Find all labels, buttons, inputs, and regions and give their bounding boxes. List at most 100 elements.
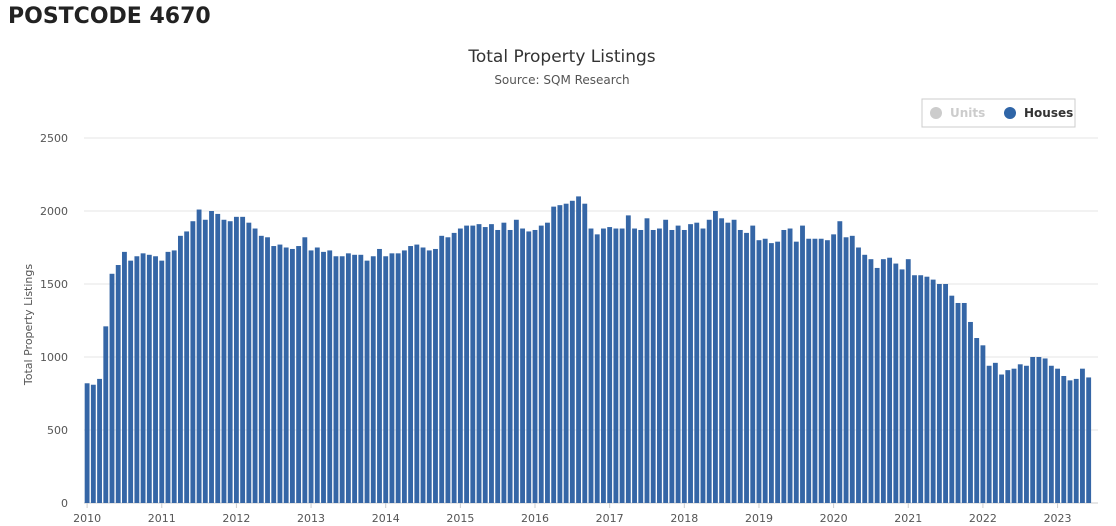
bar[interactable] <box>675 225 681 503</box>
legend-item-units[interactable]: Units <box>930 106 985 120</box>
bar[interactable] <box>140 253 146 503</box>
bar[interactable] <box>999 374 1004 503</box>
bar[interactable] <box>787 228 793 503</box>
bar[interactable] <box>576 196 581 503</box>
bar[interactable] <box>395 253 401 503</box>
bar[interactable] <box>607 227 613 503</box>
bar[interactable] <box>464 225 470 503</box>
bar[interactable] <box>377 248 382 503</box>
bar[interactable] <box>227 221 233 503</box>
bar[interactable] <box>146 254 152 503</box>
bar[interactable] <box>1073 378 1079 503</box>
bar[interactable] <box>849 235 855 503</box>
bar[interactable] <box>327 250 333 503</box>
bar[interactable] <box>781 229 787 504</box>
bar[interactable] <box>90 384 96 503</box>
bar[interactable] <box>103 326 109 503</box>
bar[interactable] <box>178 235 183 503</box>
bar[interactable] <box>283 247 289 504</box>
bar[interactable] <box>557 205 563 503</box>
bar[interactable] <box>551 206 557 503</box>
bar[interactable] <box>258 235 264 503</box>
bar[interactable] <box>159 260 165 503</box>
bar[interactable] <box>812 238 818 504</box>
bar[interactable] <box>321 251 326 503</box>
bar[interactable] <box>383 256 389 503</box>
bar[interactable] <box>215 213 221 504</box>
bar[interactable] <box>445 237 451 503</box>
bar[interactable] <box>370 256 376 503</box>
bar[interactable] <box>221 219 227 503</box>
bar[interactable] <box>899 269 905 503</box>
bar[interactable] <box>408 246 414 504</box>
bar[interactable] <box>233 216 239 503</box>
bar[interactable] <box>333 256 339 503</box>
bar[interactable] <box>719 218 725 504</box>
bar[interactable] <box>289 248 295 503</box>
bar[interactable] <box>433 248 438 503</box>
bar[interactable] <box>507 229 513 504</box>
bar-series-houses[interactable] <box>84 196 1092 504</box>
bar[interactable] <box>601 228 606 503</box>
bar[interactable] <box>439 235 445 503</box>
legend-item-houses[interactable]: Houses <box>1004 106 1073 120</box>
bar[interactable] <box>489 224 494 503</box>
bar[interactable] <box>887 257 893 503</box>
bar[interactable] <box>936 284 942 503</box>
bar[interactable] <box>806 238 812 504</box>
bar[interactable] <box>706 219 712 503</box>
bar[interactable] <box>196 209 202 504</box>
bar[interactable] <box>314 247 320 504</box>
bar[interactable] <box>97 378 102 503</box>
bar[interactable] <box>1024 365 1029 503</box>
bar[interactable] <box>968 321 973 503</box>
bar[interactable] <box>246 222 252 503</box>
bar[interactable] <box>1048 365 1054 503</box>
bar[interactable] <box>737 229 743 504</box>
bar[interactable] <box>725 222 731 503</box>
bar[interactable] <box>644 218 650 504</box>
bar[interactable] <box>513 219 519 503</box>
bar[interactable] <box>657 228 662 503</box>
bar[interactable] <box>190 221 196 503</box>
bar[interactable] <box>389 253 395 503</box>
bar[interactable] <box>451 232 457 503</box>
bar[interactable] <box>1067 380 1073 503</box>
bar[interactable] <box>482 227 488 503</box>
bar[interactable] <box>1042 358 1048 503</box>
bar[interactable] <box>712 211 718 503</box>
bar[interactable] <box>862 254 868 503</box>
bar[interactable] <box>1011 368 1017 503</box>
bar[interactable] <box>594 234 600 504</box>
bar[interactable] <box>1086 377 1092 503</box>
bar[interactable] <box>532 229 538 504</box>
bar[interactable] <box>202 219 208 503</box>
bar[interactable] <box>1005 370 1011 503</box>
bar[interactable] <box>986 365 992 503</box>
bar[interactable] <box>843 237 849 503</box>
bar[interactable] <box>632 228 637 503</box>
bar[interactable] <box>84 383 90 503</box>
bar[interactable] <box>961 302 967 503</box>
bar[interactable] <box>775 241 781 503</box>
bar[interactable] <box>744 232 749 503</box>
bar[interactable] <box>265 237 270 503</box>
bar[interactable] <box>134 256 140 503</box>
bar[interactable] <box>893 263 899 503</box>
bar[interactable] <box>793 241 799 503</box>
bar[interactable] <box>569 200 575 503</box>
bar[interactable] <box>992 362 998 503</box>
bar[interactable] <box>768 243 774 503</box>
bar[interactable] <box>364 260 370 503</box>
bar[interactable] <box>358 254 364 503</box>
bar[interactable] <box>650 229 656 504</box>
bar[interactable] <box>209 211 214 503</box>
bar[interactable] <box>339 256 345 503</box>
bar[interactable] <box>688 224 693 503</box>
bar[interactable] <box>271 246 277 504</box>
bar[interactable] <box>762 238 768 504</box>
bar[interactable] <box>277 244 283 503</box>
bar[interactable] <box>750 225 756 503</box>
bar[interactable] <box>880 259 886 503</box>
bar[interactable] <box>128 260 134 503</box>
